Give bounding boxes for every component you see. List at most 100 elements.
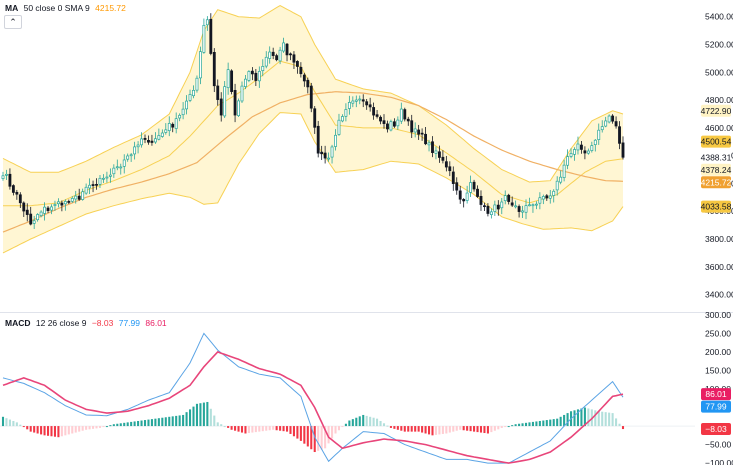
candle-body: [91, 184, 95, 186]
candle: [244, 75, 247, 90]
macd-tick-label: 200.00: [705, 347, 731, 357]
macd-hist-bar: [303, 426, 306, 444]
candle-body: [427, 142, 431, 146]
ma-legend-params: 50 close 0 SMA 9: [23, 3, 90, 13]
candle-body: [417, 129, 421, 135]
candle-body: [493, 204, 497, 212]
macd-hist-bar: [50, 426, 53, 437]
macd-hist-bar: [552, 419, 555, 427]
macd-hist-bar: [244, 426, 247, 434]
ma-legend[interactable]: MA 50 close 0 SMA 9 4215.72: [5, 3, 129, 13]
macd-hist-bar: [147, 419, 150, 427]
price-badge-bg: [701, 151, 731, 164]
candle: [1, 171, 5, 181]
candle-body: [413, 128, 417, 133]
candle: [562, 159, 566, 182]
macd-hist-bar: [157, 418, 160, 427]
candle: [105, 171, 109, 183]
candle-body: [399, 108, 403, 122]
price-badge: 4722.90: [701, 104, 732, 117]
candle: [261, 59, 265, 77]
candle-body: [406, 118, 410, 122]
macd-hist-bar: [382, 423, 386, 427]
macd-hist-bar: [531, 421, 534, 427]
candle: [330, 144, 334, 164]
candle-body: [538, 197, 542, 204]
chevron-up-icon[interactable]: ⌃: [4, 15, 22, 29]
candle: [316, 120, 320, 158]
candle-body: [261, 66, 265, 71]
candle-body: [316, 125, 320, 154]
macd-hist-bar: [140, 420, 143, 427]
candle-body: [147, 140, 150, 143]
macd-hist-bar: [528, 422, 531, 427]
candle-body: [472, 181, 476, 190]
macd-hist-bar: [64, 426, 67, 436]
macd-hist-bar: [296, 426, 299, 439]
candle-body: [618, 126, 621, 144]
price-tick-label: 3600.00: [705, 262, 733, 272]
candle-body: [133, 146, 137, 155]
candle-body: [39, 211, 43, 217]
macd-hist-bar: [608, 412, 611, 427]
macd-hist-bar: [459, 426, 462, 430]
macd-hist-bar: [213, 415, 216, 427]
candle-body: [268, 51, 272, 59]
candle: [593, 138, 597, 152]
candle: [403, 107, 407, 122]
candle: [438, 145, 441, 163]
macd-hist-bar: [358, 416, 361, 427]
candle-body: [438, 151, 441, 158]
candle: [247, 70, 251, 83]
candle: [538, 192, 542, 210]
candle-body: [105, 176, 109, 179]
candle: [8, 168, 12, 190]
macd-hist-bar: [424, 426, 427, 434]
candle: [126, 153, 130, 162]
macd-hist-bar: [396, 426, 399, 430]
candle: [424, 126, 427, 146]
candle: [486, 203, 490, 217]
macd-legend[interactable]: MACD 12 26 close 9 −8.03 77.99 86.01: [5, 318, 170, 328]
candle: [559, 170, 563, 185]
candle-body: [56, 201, 60, 205]
macd-hist-bar: [67, 426, 70, 435]
macd-hist-bar: [237, 426, 240, 432]
candle: [295, 60, 299, 74]
candle-body: [250, 70, 254, 75]
macd-hist-bar: [542, 420, 545, 427]
candle: [372, 102, 376, 120]
candle: [237, 98, 240, 117]
macd-hist-bar: [389, 426, 392, 428]
candle-body: [483, 205, 486, 208]
candle: [576, 136, 580, 155]
candle: [268, 46, 272, 64]
candle-body: [22, 202, 26, 212]
macd-hist-bar: [192, 406, 195, 427]
candle: [528, 197, 531, 207]
candle-body: [164, 129, 168, 133]
candle-body: [593, 139, 597, 145]
macd-hist-bar: [615, 418, 618, 427]
candle-body: [25, 209, 29, 215]
candle-body: [302, 74, 306, 82]
macd-hist-bar: [272, 426, 275, 430]
candle: [479, 190, 483, 211]
candle-body: [562, 164, 566, 178]
macd-hist-bar: [230, 426, 233, 430]
macd-hist-bar: [29, 426, 32, 432]
macd-hist-bar: [209, 408, 212, 427]
candle: [63, 199, 67, 211]
candle-body: [548, 195, 552, 199]
band-upper-line: [2, 5, 624, 183]
macd-badge-bg: [701, 400, 731, 413]
candle: [389, 119, 393, 132]
candle-body: [420, 132, 424, 135]
macd-hist-bar: [95, 426, 98, 429]
macd-hist-bar: [410, 426, 413, 432]
candle-body: [334, 134, 337, 147]
macd-hist-bar: [538, 420, 541, 427]
price-badge-text: 4500.54: [701, 137, 732, 147]
candle-body: [122, 159, 126, 167]
